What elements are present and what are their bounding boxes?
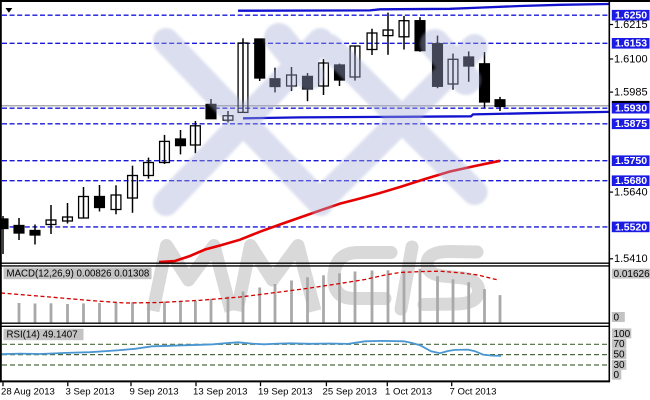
svg-text:1.5640: 1.5640 xyxy=(614,187,648,199)
svg-text:50: 50 xyxy=(614,350,626,361)
svg-text:1.5930: 1.5930 xyxy=(615,103,647,115)
svg-text:1.6250: 1.6250 xyxy=(615,10,647,22)
svg-text:MACD(12,26,9) 0.00826 0.01308: MACD(12,26,9) 0.00826 0.01308 xyxy=(7,268,150,279)
svg-text:70: 70 xyxy=(614,339,626,350)
svg-text:1.5875: 1.5875 xyxy=(615,118,647,130)
svg-text:RSI(14) 49.1407: RSI(14) 49.1407 xyxy=(7,330,78,341)
svg-text:1.5985: 1.5985 xyxy=(614,87,648,99)
svg-text:9 Sep 2013: 9 Sep 2013 xyxy=(130,386,179,397)
svg-text:30: 30 xyxy=(614,360,626,371)
svg-text:1.5680: 1.5680 xyxy=(615,175,647,187)
svg-text:1.6215: 1.6215 xyxy=(614,19,648,31)
svg-text:28 Aug 2013: 28 Aug 2013 xyxy=(1,386,55,397)
svg-text:25 Sep 2013: 25 Sep 2013 xyxy=(323,386,377,397)
svg-text:13 Sep 2013: 13 Sep 2013 xyxy=(193,386,247,397)
svg-text:3 Sep 2013: 3 Sep 2013 xyxy=(66,386,115,397)
svg-text:7 Oct 2013: 7 Oct 2013 xyxy=(450,386,497,397)
svg-text:0: 0 xyxy=(614,312,620,323)
svg-text:1.5750: 1.5750 xyxy=(615,155,647,167)
svg-text:1.5410: 1.5410 xyxy=(614,253,648,265)
svg-text:0.01626: 0.01626 xyxy=(614,269,650,280)
svg-text:0: 0 xyxy=(614,370,620,381)
svg-text:100: 100 xyxy=(614,329,631,340)
svg-text:19 Sep 2013: 19 Sep 2013 xyxy=(258,386,312,397)
svg-text:1.6100: 1.6100 xyxy=(614,53,648,65)
svg-text:1.6153: 1.6153 xyxy=(615,38,647,50)
svg-text:1.5520: 1.5520 xyxy=(615,221,647,233)
svg-text:1 Oct 2013: 1 Oct 2013 xyxy=(385,386,432,397)
